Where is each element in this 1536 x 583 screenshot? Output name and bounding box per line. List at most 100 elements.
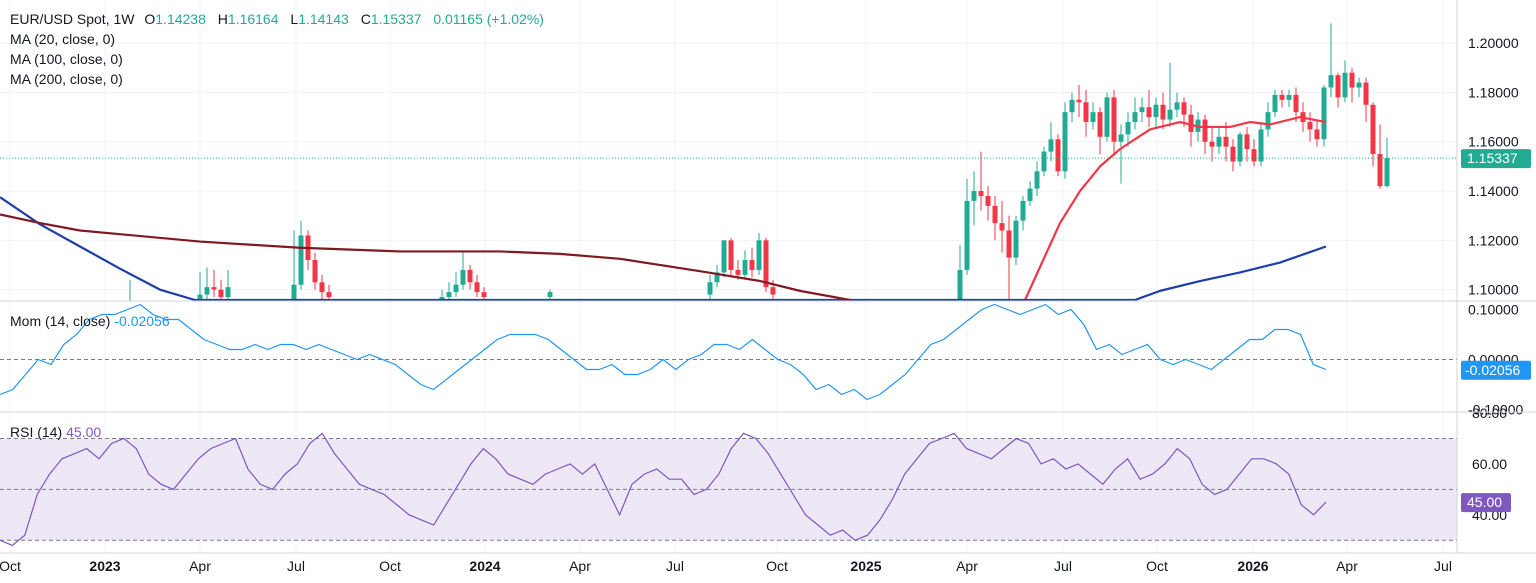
mom-tick-label: 0.10000: [1468, 302, 1519, 318]
time-tick-label: Oct: [379, 558, 401, 574]
time-tick-label: Oct: [0, 558, 21, 574]
candle-body: [1328, 75, 1334, 88]
candle-body: [1377, 154, 1383, 187]
ma20-legend[interactable]: MA (20, close, 0): [10, 31, 116, 47]
candle-body: [1209, 141, 1215, 147]
candle-body: [1139, 107, 1145, 113]
candle-body: [1062, 112, 1068, 172]
candle-body: [1174, 102, 1180, 110]
candle-body: [1090, 112, 1096, 123]
candle-body: [735, 269, 741, 275]
time-tick-label: 2024: [469, 558, 500, 574]
candle-body: [1027, 188, 1033, 201]
candle-body: [1370, 104, 1376, 155]
open-value: 1.14238: [155, 11, 206, 27]
candle-body: [964, 200, 970, 270]
candle-body: [1272, 94, 1278, 113]
ma-line-0: [1023, 115, 1327, 301]
candle-body: [1013, 220, 1019, 258]
candle-body: [1181, 102, 1187, 115]
candle-body: [1335, 75, 1341, 98]
rsi-label: RSI (14): [10, 424, 63, 440]
moving-averages-layer: [0, 115, 1327, 301]
mom-badge: [1461, 360, 1531, 380]
time-tick-label: 2023: [89, 558, 120, 574]
candle-body: [453, 284, 459, 293]
candle-body: [1356, 82, 1362, 88]
candle-body: [218, 289, 224, 298]
candle-body: [1118, 134, 1124, 142]
last-price-badge-text: 1.15337: [1467, 150, 1518, 166]
candle-body: [1097, 112, 1103, 137]
candle-body: [1111, 97, 1117, 142]
candle-body: [971, 191, 977, 201]
time-tick-label: Jul: [1434, 558, 1452, 574]
candle-body: [742, 260, 748, 275]
candle-body: [1104, 97, 1110, 137]
candle-body: [291, 284, 297, 301]
candle-body: [756, 240, 762, 270]
candle-body: [728, 240, 734, 270]
candle-body: [1286, 94, 1292, 100]
rsi-legend[interactable]: RSI (14) 45.00: [10, 423, 101, 441]
candle-body: [1216, 136, 1222, 147]
rsi-value: 45.00: [66, 424, 102, 440]
last-price-badge: [1461, 149, 1531, 169]
ma200-legend[interactable]: MA (200, close, 0): [10, 71, 123, 87]
candle-body: [204, 287, 210, 295]
rsi-tick-label: 80.00: [1472, 405, 1507, 421]
candle-body: [749, 260, 755, 270]
rsi-tick-label: 60.00: [1472, 456, 1507, 472]
time-tick-label: 2026: [1237, 558, 1268, 574]
candle-body: [1153, 104, 1159, 118]
candle-body: [446, 292, 452, 298]
candle-body: [1006, 230, 1012, 258]
time-tick-label: Apr: [1336, 558, 1358, 574]
candle-body: [1167, 109, 1173, 120]
candle-body: [225, 287, 231, 298]
price-tick-label: 1.10000: [1468, 282, 1519, 298]
candle-body: [1258, 129, 1264, 162]
mom-value: -0.02056: [114, 313, 170, 329]
candle-body: [1279, 94, 1285, 100]
candle-body: [1265, 112, 1271, 130]
candle-body: [128, 302, 133, 307]
candle-body: [1202, 119, 1208, 142]
time-tick-label: Jul: [287, 558, 305, 574]
candle-body: [547, 292, 553, 298]
candle-body: [1363, 82, 1369, 105]
mom-line: [0, 303, 1327, 401]
candle-body: [474, 282, 480, 293]
ma-line-2: [0, 213, 851, 301]
candle-body: [1069, 99, 1075, 113]
candle-body: [714, 272, 720, 283]
candle-body: [707, 282, 713, 295]
candle-body: [1349, 72, 1355, 88]
open-key: O: [144, 11, 156, 27]
candle-body: [1321, 87, 1327, 140]
mom-label: Mom (14, close): [10, 313, 111, 329]
ma100-legend[interactable]: MA (100, close, 0): [10, 51, 123, 67]
high-key: H: [217, 11, 228, 27]
rsi-badge-text: 45.00: [1467, 494, 1502, 510]
candle-body: [211, 287, 217, 290]
time-tick-label: Apr: [189, 558, 211, 574]
low-key: L: [290, 11, 299, 27]
mom-legend[interactable]: Mom (14, close) -0.02056: [10, 312, 170, 330]
time-tick-label: Oct: [1146, 558, 1168, 574]
ma-line-1: [0, 196, 1327, 301]
candle-body: [1125, 122, 1131, 135]
main-legend: EUR/USD Spot, 1W O1.14238 H1.16164 L1.14…: [10, 10, 544, 28]
time-tick-label: 2025: [850, 558, 881, 574]
time-tick-label: Apr: [956, 558, 978, 574]
candle-body: [1083, 102, 1089, 123]
candle-body: [481, 292, 487, 298]
symbol-label[interactable]: EUR/USD Spot, 1W: [10, 11, 135, 27]
price-tick-label: 1.16000: [1468, 134, 1519, 150]
candle-body: [1237, 134, 1243, 162]
price-tick-label: 1.18000: [1468, 84, 1519, 100]
candle-body: [1160, 104, 1166, 120]
momentum-layer: [0, 303, 1457, 401]
